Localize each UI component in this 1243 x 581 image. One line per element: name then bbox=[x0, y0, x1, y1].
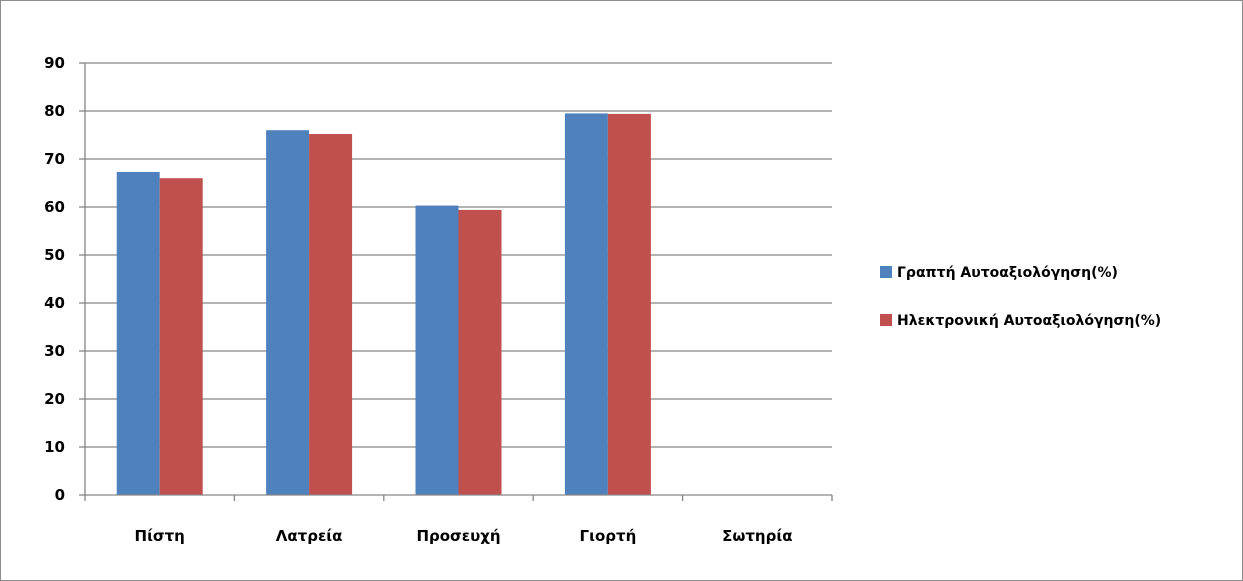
y-tick-label: 90 bbox=[44, 54, 65, 72]
y-tick-label: 60 bbox=[44, 198, 65, 216]
x-tick-label: Γιορτή bbox=[580, 527, 637, 545]
x-tick-label: Πίστη bbox=[135, 527, 185, 545]
x-tick-label: Προσευχή bbox=[416, 527, 500, 545]
y-tick-label: 30 bbox=[44, 342, 65, 360]
x-axis-ticks: Πίστη Λατρεία Προσευχή Γιορτή Σωτηρία bbox=[84, 495, 833, 545]
y-tick-label: 40 bbox=[44, 294, 65, 312]
legend: Γραπτή Αυτοαξιολόγηση(%) Ηλεκτρονική Αυτο… bbox=[880, 265, 1161, 329]
bar bbox=[266, 130, 310, 495]
bar bbox=[415, 205, 459, 495]
bar bbox=[564, 113, 608, 496]
legend-label: Ηλεκτρονική Αυτοαξιολόγηση(%) bbox=[897, 313, 1161, 329]
y-axis-ticks: 0 10 20 30 40 50 60 70 80 90 bbox=[44, 54, 85, 504]
legend-swatch bbox=[880, 314, 892, 326]
y-tick-label: 0 bbox=[55, 486, 65, 504]
y-tick-label: 50 bbox=[44, 246, 65, 264]
x-tick-label: Σωτηρία bbox=[722, 527, 792, 545]
axes bbox=[84, 63, 832, 496]
y-tick-label: 80 bbox=[44, 102, 65, 120]
legend-swatch bbox=[880, 266, 892, 278]
legend-label: Γραπτή Αυτοαξιολόγηση(%) bbox=[897, 265, 1118, 281]
x-tick-label: Λατρεία bbox=[276, 527, 343, 545]
bar bbox=[116, 171, 160, 495]
bars bbox=[116, 113, 651, 496]
bar bbox=[309, 134, 353, 496]
bar bbox=[607, 113, 651, 495]
y-tick-label: 10 bbox=[44, 438, 65, 456]
bar bbox=[159, 178, 203, 495]
y-tick-label: 70 bbox=[44, 150, 65, 168]
y-tick-label: 20 bbox=[44, 390, 65, 408]
bar bbox=[458, 209, 502, 495]
